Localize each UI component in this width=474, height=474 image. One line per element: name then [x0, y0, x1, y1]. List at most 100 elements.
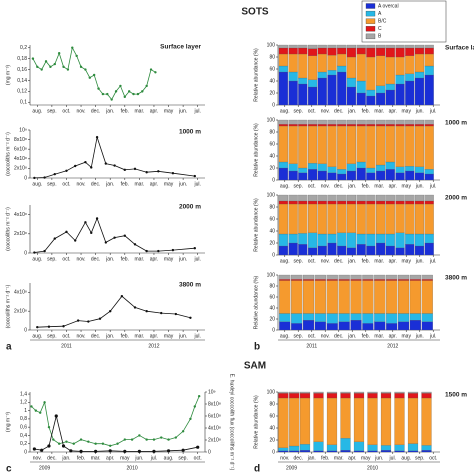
bar-segment	[385, 161, 395, 170]
bar-segment	[424, 53, 434, 67]
y-tick-label: 4x10⁸	[14, 156, 27, 162]
bar-segment	[424, 203, 434, 235]
bar-segment	[337, 173, 347, 181]
data-point	[95, 217, 99, 220]
bar-segment	[350, 279, 362, 281]
bar-segment	[317, 71, 327, 79]
x-tick-label: mar.	[374, 183, 384, 189]
bar-segment	[397, 274, 410, 280]
bar-segment	[395, 203, 405, 233]
x-tick-label: jul.	[194, 181, 201, 187]
bar-segment	[405, 73, 415, 82]
bar-segment	[340, 438, 351, 451]
bar-segment	[395, 125, 405, 167]
x-tick-label: may	[164, 256, 174, 262]
data-point	[62, 65, 65, 69]
bar-segment	[302, 274, 315, 280]
bar-segment	[356, 47, 366, 55]
bar-segment	[385, 245, 395, 256]
bar-segment	[376, 119, 386, 125]
data-point	[33, 176, 36, 180]
series-line	[34, 135, 195, 179]
bar-segment	[288, 203, 298, 235]
data-point	[43, 401, 46, 404]
x-tick-label: sep.	[294, 108, 303, 114]
bar-segment	[289, 450, 300, 453]
bar-segment	[278, 119, 288, 125]
bar-segment	[356, 167, 366, 181]
year-label: 2011	[61, 343, 72, 349]
year-label: 2010	[367, 465, 378, 471]
data-point	[137, 449, 141, 453]
bar-segment	[380, 445, 392, 451]
bar-segment	[395, 166, 405, 173]
y-tick-label: 0	[272, 177, 275, 183]
bar-segment	[278, 397, 289, 448]
data-point	[36, 65, 39, 69]
bar-segment	[395, 47, 405, 58]
bar-segment	[307, 163, 318, 170]
x-tick-label: jun.	[415, 108, 424, 114]
x-tick-label: mar.	[91, 455, 101, 461]
y2-tick-label: 10⁹	[208, 389, 216, 395]
x-tick-label: oct.	[62, 181, 70, 187]
y-tick-label: 0	[24, 327, 27, 333]
bar-segment	[367, 397, 378, 445]
data-point	[76, 319, 80, 322]
x-tick-label: jul.	[194, 256, 201, 262]
bar-segment	[386, 323, 398, 331]
bar-segment	[424, 74, 434, 106]
x-tick-label: dec.	[294, 455, 303, 461]
bar-segment	[278, 124, 288, 127]
legend-label: B/C	[378, 19, 387, 25]
x-tick-label: feb.	[362, 258, 370, 264]
y-tick-label: 0,2	[20, 45, 27, 51]
x-tick-label: jan.	[105, 256, 114, 262]
bar-segment	[394, 397, 405, 445]
bar-segment	[298, 203, 308, 234]
bar-segment	[337, 203, 347, 233]
bar-segment	[353, 397, 365, 442]
y-tick-label: 0,4	[20, 433, 27, 439]
bar-segment	[298, 44, 308, 49]
bar-segment	[288, 233, 298, 244]
year-label: 2009	[286, 465, 297, 471]
y-tick-label: 0,16	[17, 67, 27, 73]
bar-segment	[424, 242, 434, 256]
data-point	[53, 237, 56, 240]
y2-tick-label: 4x10⁸	[208, 425, 221, 431]
bar-segment	[397, 313, 410, 322]
bar-segment	[395, 172, 405, 181]
bar-segment	[366, 119, 376, 125]
bar-segment	[317, 125, 327, 164]
bar-segment	[307, 86, 318, 106]
y-tick-label: 40	[269, 78, 275, 84]
bar-segment	[421, 280, 433, 314]
data-point	[84, 68, 87, 71]
bar-segment	[326, 323, 338, 331]
bar-segment	[386, 279, 398, 281]
x-tick-label: aug.	[280, 333, 290, 339]
bar-segment	[376, 92, 386, 106]
data-point	[114, 90, 118, 93]
data-point	[47, 325, 51, 328]
bar-segment	[327, 200, 337, 205]
bar-segment	[346, 119, 357, 125]
bar-segment	[307, 200, 318, 205]
x-tick-label: feb.	[321, 455, 329, 461]
bar-segment	[421, 274, 433, 280]
bar-segment	[298, 244, 308, 256]
bar-segment	[278, 125, 288, 163]
y-tick-label: 0,6	[20, 425, 27, 431]
bar-segment	[302, 320, 315, 331]
bar-segment	[299, 397, 311, 445]
y-axis-label: Relative abundance (%)	[253, 395, 259, 449]
legend-label: A	[378, 11, 382, 17]
y-tick-label: 40	[269, 228, 275, 234]
x-tick-label: jun.	[178, 333, 187, 339]
bar-segment	[394, 391, 405, 394]
section-title: SAM	[244, 361, 266, 372]
data-point	[193, 174, 196, 178]
x-tick-label: apr.	[389, 258, 397, 264]
